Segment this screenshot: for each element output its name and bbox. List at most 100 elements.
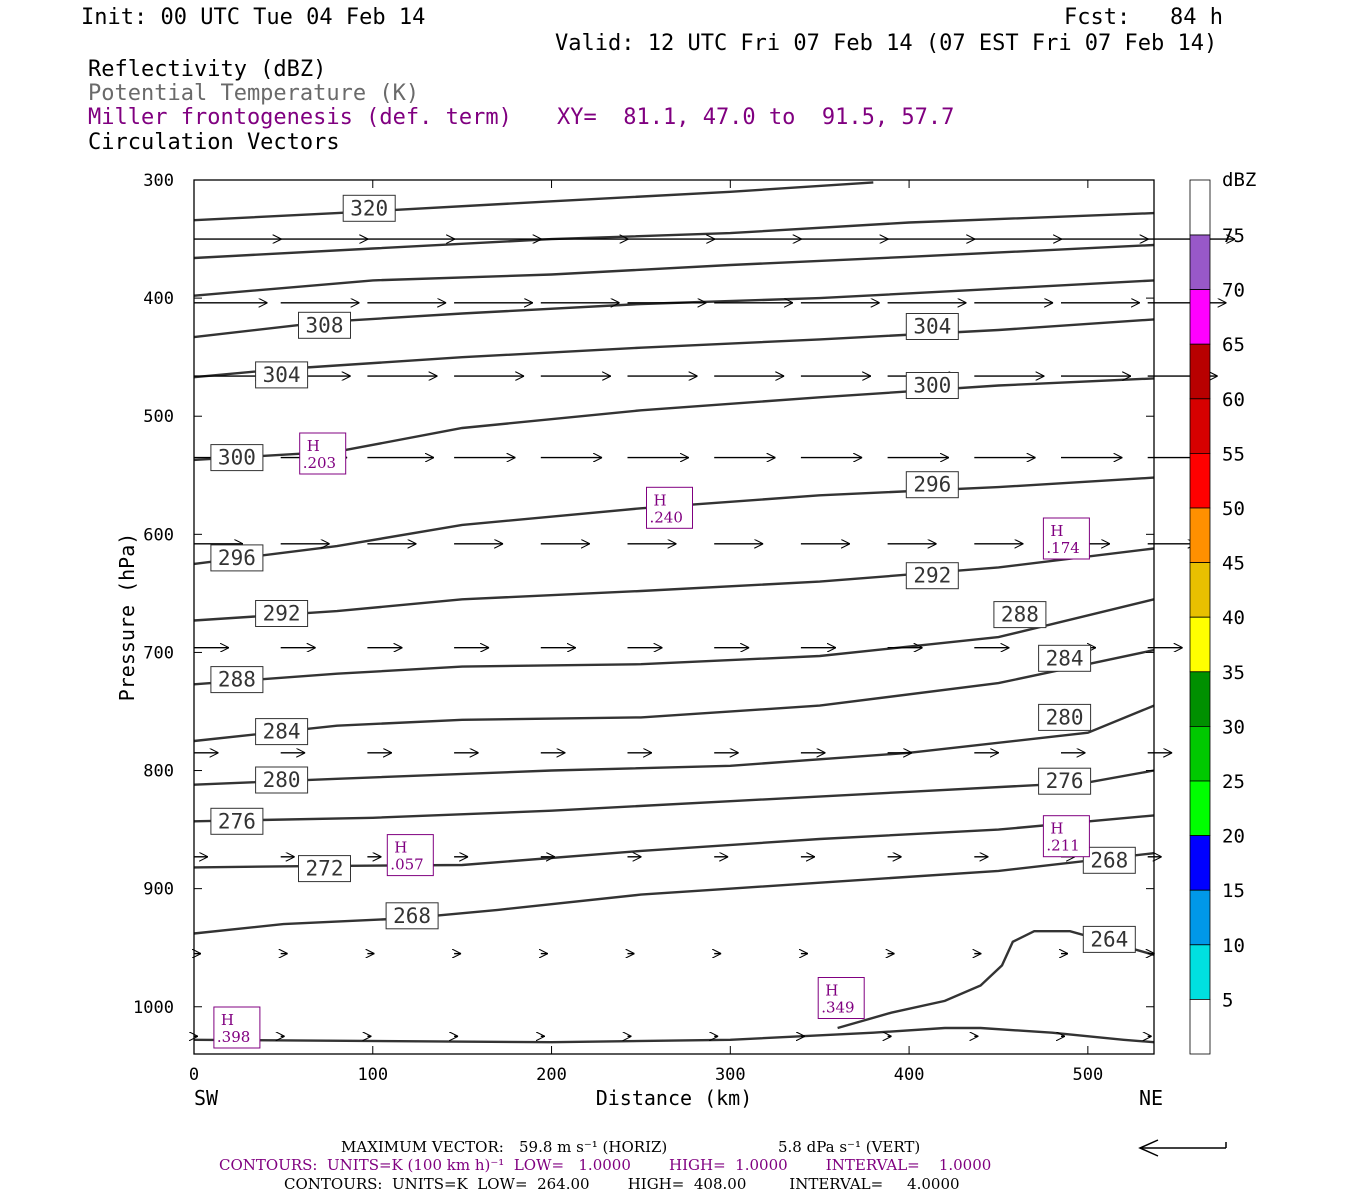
frontogenesis-max-label: H: [654, 491, 667, 509]
contour-label-box: [993, 601, 1047, 629]
contour-label: 264: [1090, 927, 1128, 951]
frontogenesis-max-label: H: [307, 437, 320, 455]
frontogenesis-max-box: [299, 432, 347, 475]
y-tick-label: 300: [143, 171, 174, 191]
theta-contour-320: [193, 181, 874, 222]
frontogenesis-max-label: H: [1050, 522, 1063, 540]
contour-label-box: [1038, 767, 1092, 795]
colorbar-label: 10: [1222, 935, 1245, 957]
forecast-hour: Fcst: 84 h: [1064, 5, 1223, 30]
x-tick-label: 500: [1073, 1065, 1104, 1085]
x-axis-label: Distance (km): [596, 1086, 753, 1110]
colorbar-label: 25: [1222, 771, 1245, 793]
frontogenesis-max-box: [1042, 517, 1090, 560]
colorbar-label: 15: [1222, 880, 1245, 902]
contour-label: 280: [263, 768, 301, 792]
contour-label: 304: [263, 363, 301, 387]
frontogenesis-max-value: .240: [650, 508, 683, 526]
contour-label: 320: [350, 196, 388, 220]
x-tick-label: 400: [894, 1065, 925, 1085]
frontogenesis-max-label: H: [1050, 820, 1063, 838]
colorbar-unit: dBZ: [1222, 169, 1256, 191]
frontogenesis-max-label: H: [394, 839, 407, 857]
colorbar-segment: [1189, 671, 1211, 727]
contour-label: 308: [306, 313, 344, 337]
colorbar-segment: [1189, 726, 1211, 782]
colorbar-segment: [1189, 999, 1211, 1055]
contour-label-box: [1082, 925, 1136, 953]
axis-ticks: 0 100 200 300 400 500 300 400 500 600 700 800 900 100…: [133, 171, 1154, 1085]
circulation-vectors: [194, 239, 1236, 1036]
colorbar-segment: [1189, 234, 1211, 290]
y-axis-label: Pressure (hPa): [115, 533, 139, 702]
colorbar-segment: [1189, 562, 1211, 618]
contour-label: 280: [1046, 705, 1084, 729]
colorbar-segment: [1189, 507, 1211, 563]
contour-label: 292: [263, 602, 301, 626]
contour-label: 300: [913, 374, 951, 398]
frontogenesis-max-box: [646, 486, 693, 529]
colorbar-segment: [1189, 780, 1211, 836]
y-tick-label: 800: [143, 762, 174, 782]
contour-label-box: [210, 666, 264, 694]
contour-label-box: [905, 313, 959, 340]
x-tick-label: 0: [189, 1065, 199, 1085]
frontogenesis-max-box: [386, 834, 434, 877]
contour-label-box: [255, 600, 309, 627]
theta-contour-316: [193, 211, 1155, 260]
colorbar-segment: [1189, 179, 1211, 236]
colorbar-segment: [1189, 889, 1211, 946]
init-time: Init: 00 UTC Tue 04 Feb 14: [81, 5, 426, 30]
contour-label-box: [255, 718, 309, 746]
theta-contour-280: [193, 704, 1155, 786]
colorbar-segment: [1189, 944, 1211, 1000]
contour-label-box: [905, 471, 959, 499]
frontogenesis-max-box: [1042, 815, 1090, 858]
frontogenesis-max-box: [213, 1006, 261, 1049]
contour-label-box: [342, 194, 396, 222]
plot-frame: [193, 179, 1155, 1055]
colorbar-label: 75: [1222, 225, 1245, 247]
contour-label: 284: [1046, 646, 1084, 670]
contour-label: 268: [1090, 848, 1128, 872]
colorbar-label: 35: [1222, 662, 1245, 684]
x-tick-label: 200: [536, 1065, 567, 1085]
max-vector-label: MAXIMUM VECTOR:: [341, 1138, 504, 1156]
max-vector-vert: 5.8 dPa s⁻¹ (VERT): [778, 1138, 921, 1156]
contour-label: 272: [306, 857, 344, 881]
frontogenesis-max-label: H: [825, 982, 838, 1000]
contour-label-box: [905, 562, 959, 590]
contour-label-box: [255, 361, 309, 389]
colorbar-segment: [1189, 289, 1211, 345]
y-tick-label: 900: [143, 880, 174, 900]
colorbar-label: 70: [1222, 280, 1245, 302]
field-potential-temperature: Potential Temperature (K): [88, 81, 420, 106]
y-tick-label: 500: [143, 407, 174, 427]
contour-label: 288: [1001, 603, 1039, 627]
max-vector-horiz: 59.8 m s⁻¹ (HORIZ): [519, 1138, 668, 1156]
colorbar-label: 65: [1222, 334, 1245, 356]
x-tick-label: 300: [715, 1065, 746, 1085]
x-right-label: NE: [1139, 1086, 1163, 1110]
contour-label-box: [298, 855, 351, 883]
theta-labels: 320 308 304 304 300 300 296 296 292 292 288 288 284 2…: [210, 194, 1136, 953]
cross-section-endpoints: XY= 81.1, 47.0 to 91.5, 57.7: [557, 105, 955, 130]
colorbar-segment: [1189, 616, 1211, 673]
contour-label: 276: [1046, 769, 1084, 793]
y-tick-label: 600: [143, 525, 174, 545]
colorbar-label: 45: [1222, 553, 1245, 575]
frontogenesis-max-value: .203: [303, 454, 336, 472]
frontogenesis-max-label: H: [221, 1011, 234, 1029]
theta-contour-260: [193, 1026, 1155, 1044]
x-left-label: SW: [194, 1086, 219, 1110]
frontogenesis-max-box: [817, 977, 865, 1019]
x-tick-label: 100: [357, 1065, 388, 1085]
field-frontogenesis: Miller frontogenesis (def. term): [88, 105, 512, 130]
theta-contour-288: [193, 598, 1155, 686]
frontogenesis-max-value: .211: [1046, 837, 1079, 855]
theta-contours: [193, 181, 1155, 1044]
theta-contour-296: [193, 476, 1155, 566]
contour-label-box: [210, 807, 264, 835]
contour-label: 292: [913, 564, 951, 588]
